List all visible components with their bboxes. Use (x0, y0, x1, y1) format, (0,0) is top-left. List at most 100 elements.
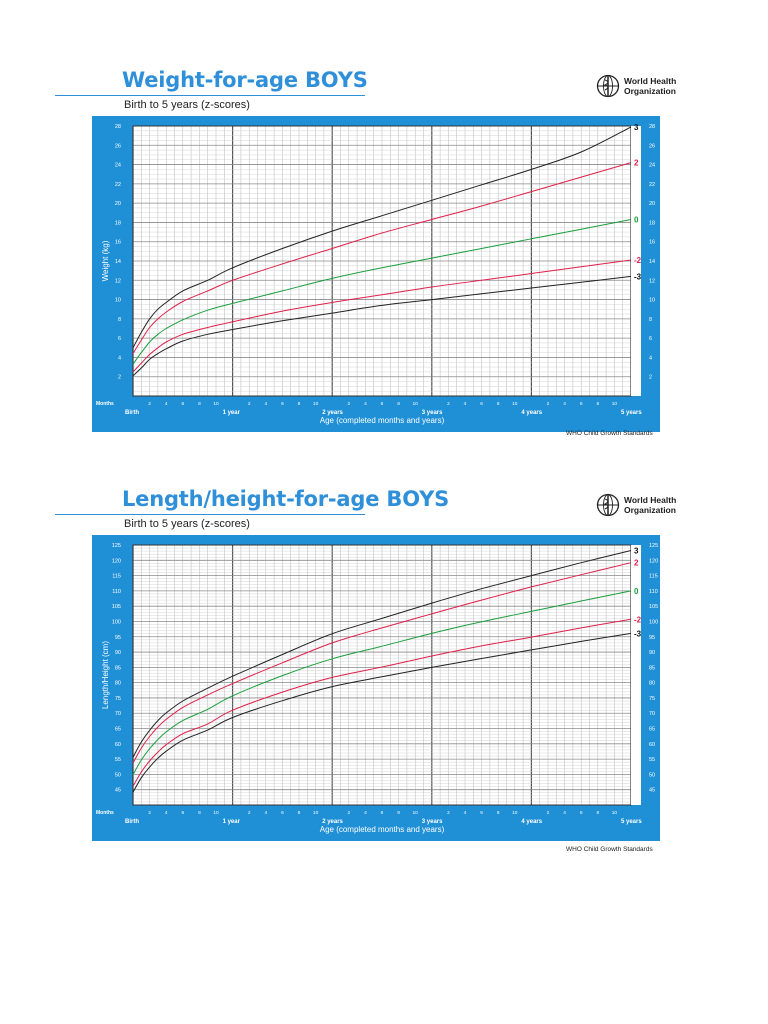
months-label: Months (96, 810, 114, 816)
month-tick-label: 4 (464, 401, 467, 407)
y-tick-label-right: 28 (649, 124, 655, 130)
who-line-2: Organization (624, 505, 676, 515)
y-tick-label-right: 50 (649, 772, 655, 778)
who-emblem-icon (596, 493, 620, 517)
month-tick-label: 2 (148, 810, 151, 816)
y-tick-label-left: 18 (115, 220, 121, 226)
y-tick-label-left: 115 (112, 574, 121, 580)
year-label: 3 years (422, 819, 443, 825)
month-tick-label: 10 (612, 401, 618, 407)
series-line-z-2 (132, 618, 632, 787)
y-tick-label-left: 22 (115, 182, 121, 188)
y-tick-label-left: 125 (112, 543, 121, 549)
month-tick-label: 4 (264, 401, 267, 407)
series-end-label: 2 (634, 159, 639, 168)
y-tick-label-right: 24 (649, 163, 655, 169)
title-rule (55, 514, 365, 515)
chart-subtitle: Birth to 5 years (z-scores) (124, 99, 250, 111)
year-label: 5 years (621, 819, 642, 825)
y-tick-label-right: 60 (649, 742, 655, 748)
who-line-1: World Health (624, 495, 677, 505)
month-tick-label: 8 (397, 810, 400, 816)
y-tick-label-left: 95 (115, 635, 121, 641)
chart-title: Length/height-for-age BOYS (122, 487, 450, 511)
month-tick-label: 4 (464, 810, 467, 816)
x-axis-label: Age (completed months and years) (320, 825, 445, 834)
who-line-1: World Health (624, 76, 677, 86)
month-tick-label: 10 (512, 401, 518, 407)
y-tick-label-right: 75 (649, 696, 655, 702)
month-tick-label: 2 (148, 401, 151, 407)
y-tick-label-left: 100 (112, 619, 121, 625)
y-axis-label: Weight (kg) (101, 240, 110, 281)
y-tick-label-left: 50 (115, 772, 121, 778)
length-for-age-section: Length/height-for-age BOYS Birth to 5 ye… (0, 487, 768, 867)
month-tick-label: 10 (313, 401, 319, 407)
y-tick-label-right: 6 (649, 336, 652, 342)
month-tick-label: 8 (497, 810, 500, 816)
y-tick-label-right: 95 (649, 635, 655, 641)
months-label: Months (96, 401, 114, 407)
year-label: Birth (125, 819, 139, 825)
month-tick-label: 6 (381, 810, 384, 816)
length-chart: 45 45 50 50 55 55 60 60 65 65 70 70 75 75 80 80 85 85 90 90… (92, 535, 660, 841)
series-line-z3 (132, 550, 632, 758)
month-tick-label: 6 (281, 810, 284, 816)
who-emblem-icon (596, 74, 620, 98)
year-label: 5 years (621, 410, 642, 416)
month-tick-label: 6 (580, 810, 583, 816)
y-tick-label-right: 20 (649, 201, 655, 207)
month-tick-label: 6 (381, 401, 384, 407)
title-rule (55, 95, 365, 96)
series-end-label: 2 (634, 559, 639, 568)
chart-footer: WHO Child Growth Standards (566, 430, 653, 437)
y-tick-label-right: 2 (649, 375, 652, 381)
month-tick-label: 4 (563, 810, 566, 816)
year-label: 2 years (322, 410, 343, 416)
series-end-label: 3 (634, 547, 639, 556)
series-end-label: -2 (634, 256, 642, 265)
month-tick-label: 8 (497, 401, 500, 407)
label-strip (631, 126, 641, 396)
y-tick-label-left: 55 (115, 757, 121, 763)
month-tick-label: 8 (298, 810, 301, 816)
series-end-label: -2 (634, 615, 642, 624)
y-tick-label-left: 120 (112, 558, 121, 564)
label-strip (631, 545, 641, 805)
month-tick-label: 6 (580, 401, 583, 407)
series-line-z0 (132, 219, 632, 365)
series-line-z-2 (132, 259, 632, 373)
month-tick-label: 2 (248, 401, 251, 407)
year-label: 4 years (521, 410, 542, 416)
y-tick-label-right: 70 (649, 711, 655, 717)
month-tick-label: 2 (248, 810, 251, 816)
month-tick-label: 8 (198, 810, 201, 816)
month-tick-label: 10 (213, 401, 219, 407)
chart-title: Weight-for-age BOYS (122, 68, 368, 92)
y-tick-label-left: 8 (118, 317, 121, 323)
month-tick-label: 6 (281, 401, 284, 407)
y-tick-label-right: 115 (649, 574, 658, 580)
series-line-z3 (132, 126, 632, 349)
year-label: Birth (125, 410, 139, 416)
month-tick-label: 2 (347, 810, 350, 816)
y-tick-label-right: 26 (649, 143, 655, 149)
month-tick-label: 10 (213, 810, 219, 816)
month-tick-label: 10 (413, 401, 419, 407)
y-tick-label-right: 90 (649, 650, 655, 656)
month-tick-label: 4 (165, 810, 168, 816)
y-tick-label-left: 70 (115, 711, 121, 717)
series-line-z-3 (132, 275, 632, 377)
y-tick-label-right: 85 (649, 665, 655, 671)
month-tick-label: 4 (563, 401, 566, 407)
month-tick-label: 2 (447, 810, 450, 816)
who-line-2: Organization (624, 86, 676, 96)
y-tick-label-left: 20 (115, 201, 121, 207)
who-wordmark: World Health Organization (624, 495, 676, 515)
year-label: 2 years (322, 819, 343, 825)
y-tick-label-left: 12 (115, 278, 121, 284)
y-tick-label-left: 6 (118, 336, 121, 342)
y-tick-label-right: 14 (649, 259, 655, 265)
y-tick-label-right: 65 (649, 727, 655, 733)
y-tick-label-left: 28 (115, 124, 121, 130)
